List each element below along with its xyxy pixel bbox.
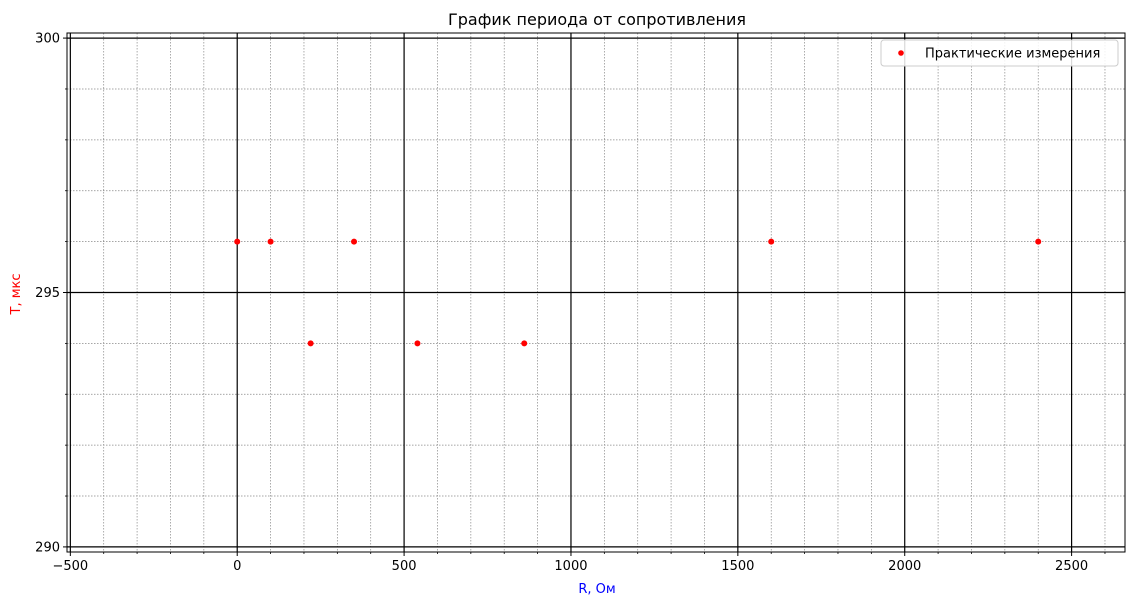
legend: Практические измерения — [880, 39, 1119, 67]
y-tick-label: 300 — [35, 32, 60, 47]
x-tick-label: 0 — [233, 559, 241, 574]
major-grid — [67, 33, 1125, 552]
data-point — [267, 238, 274, 245]
data-point — [234, 238, 241, 245]
data-point — [1035, 238, 1042, 245]
x-tick-label: 1000 — [554, 559, 587, 574]
data-point — [521, 340, 528, 347]
legend-label: Практические измерения — [925, 47, 1100, 62]
y-tick-label: 295 — [35, 286, 60, 301]
data-point — [307, 340, 314, 347]
x-tick-label: −500 — [52, 559, 88, 574]
data-point — [768, 238, 775, 245]
axis-ticks: −500 0 500 1000 1500 2000 2500 290 295 300 — [35, 32, 1106, 574]
x-axis-label: R, Ом — [578, 582, 615, 597]
y-tick-label: 290 — [35, 540, 60, 555]
y-axis-label: T, мкс — [9, 273, 24, 315]
legend-box — [880, 39, 1119, 67]
legend-marker — [898, 50, 904, 56]
data-points — [234, 238, 1042, 347]
data-point — [351, 238, 358, 245]
x-tick-label: 2000 — [888, 559, 921, 574]
data-point — [414, 340, 421, 347]
chart-title: График периода от сопротивления — [448, 10, 746, 29]
x-tick-label: 1500 — [721, 559, 754, 574]
x-tick-label: 500 — [392, 559, 417, 574]
x-tick-label: 2500 — [1055, 559, 1088, 574]
